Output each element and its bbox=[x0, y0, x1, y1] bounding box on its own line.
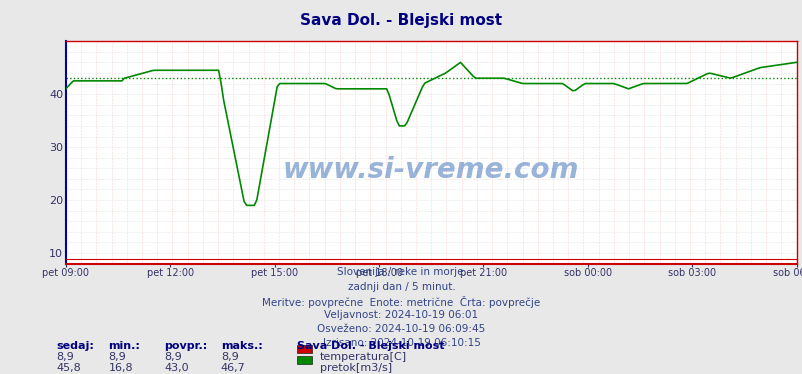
Text: 46,7: 46,7 bbox=[221, 363, 245, 373]
Text: 43,0: 43,0 bbox=[164, 363, 189, 373]
Text: www.si-vreme.com: www.si-vreme.com bbox=[282, 156, 579, 184]
Text: min.:: min.: bbox=[108, 341, 140, 351]
Text: 8,9: 8,9 bbox=[108, 352, 126, 362]
Text: temperatura[C]: temperatura[C] bbox=[319, 352, 406, 362]
Text: Izrisano: 2024-10-19 06:10:15: Izrisano: 2024-10-19 06:10:15 bbox=[322, 338, 480, 349]
Text: pretok[m3/s]: pretok[m3/s] bbox=[319, 363, 391, 373]
Text: Sava Dol. - Blejski most: Sava Dol. - Blejski most bbox=[300, 13, 502, 28]
Text: 16,8: 16,8 bbox=[108, 363, 133, 373]
Text: 8,9: 8,9 bbox=[56, 352, 74, 362]
Text: zadnji dan / 5 minut.: zadnji dan / 5 minut. bbox=[347, 282, 455, 292]
Text: 8,9: 8,9 bbox=[164, 352, 182, 362]
Text: Slovenija / reke in morje.: Slovenija / reke in morje. bbox=[336, 267, 466, 278]
Text: Veljavnost: 2024-10-19 06:01: Veljavnost: 2024-10-19 06:01 bbox=[324, 310, 478, 320]
Text: povpr.:: povpr.: bbox=[164, 341, 208, 351]
Text: 8,9: 8,9 bbox=[221, 352, 238, 362]
Text: Osveženo: 2024-10-19 06:09:45: Osveženo: 2024-10-19 06:09:45 bbox=[317, 324, 485, 334]
Text: sedaj:: sedaj: bbox=[56, 341, 94, 351]
Text: 45,8: 45,8 bbox=[56, 363, 81, 373]
Text: maks.:: maks.: bbox=[221, 341, 262, 351]
Text: Sava Dol. - Blejski most: Sava Dol. - Blejski most bbox=[297, 341, 444, 351]
Text: Meritve: povprečne  Enote: metrične  Črta: povprečje: Meritve: povprečne Enote: metrične Črta:… bbox=[262, 296, 540, 308]
